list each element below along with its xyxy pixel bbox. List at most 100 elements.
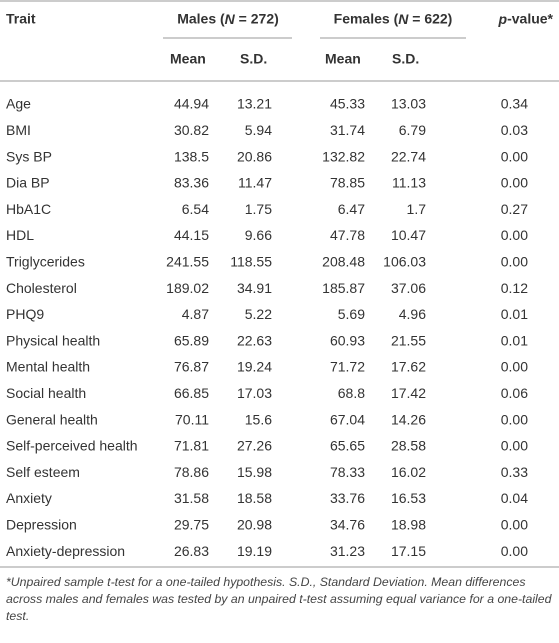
- cell: 0.00: [501, 517, 528, 533]
- subheader: Mean: [170, 51, 206, 67]
- cell: 19.24: [237, 359, 272, 375]
- row-label: HbA1C: [6, 201, 51, 217]
- cell: 6.47: [338, 201, 365, 217]
- cell: 0.00: [501, 359, 528, 375]
- cell: 241.55: [166, 254, 209, 270]
- row-label: Self esteem: [6, 464, 80, 480]
- row-label: Mental health: [6, 359, 90, 375]
- cell: 0.33: [501, 464, 528, 480]
- cell: 185.87: [322, 280, 365, 296]
- cell: 60.93: [330, 332, 365, 348]
- cell: 17.15: [391, 543, 426, 559]
- row-label: Social health: [6, 385, 86, 401]
- cell: 11.47: [238, 175, 272, 191]
- row-label: BMI: [6, 122, 31, 138]
- cell: 0.00: [501, 411, 528, 427]
- row-label: Sys BP: [6, 148, 52, 164]
- cell: 22.74: [391, 148, 426, 164]
- cell: 16.02: [391, 464, 426, 480]
- cell: 31.58: [174, 490, 209, 506]
- cell: 13.03: [391, 96, 426, 112]
- footnote: *Unpaired sample t-test for a one-tailed…: [6, 575, 552, 623]
- cell: 17.03: [237, 385, 272, 401]
- cell: 45.33: [330, 96, 365, 112]
- cell: 10.47: [391, 227, 426, 243]
- cell: 5.94: [245, 122, 272, 138]
- cell: 0.01: [501, 306, 528, 322]
- row-label: Cholesterol: [6, 280, 77, 296]
- row-label: Age: [6, 96, 31, 112]
- cell: 17.62: [391, 359, 426, 375]
- cell: 4.87: [182, 306, 209, 322]
- cell: 76.87: [174, 359, 209, 375]
- cell: 118.55: [230, 254, 272, 270]
- cell: 0.00: [501, 438, 528, 454]
- cell: 78.85: [330, 175, 365, 191]
- header-p-value: p-value*: [498, 11, 554, 27]
- cell: 0.01: [501, 332, 528, 348]
- cell: 71.81: [174, 438, 209, 454]
- cell: 34.91: [237, 280, 272, 296]
- cell: 138.5: [174, 148, 209, 164]
- cell: 37.06: [391, 280, 426, 296]
- table: Trait Males (N = 272) Females (N = 622) …: [0, 0, 559, 568]
- cell: 14.26: [391, 411, 426, 427]
- cell: 6.79: [399, 122, 426, 138]
- cell: 9.66: [245, 227, 272, 243]
- cell: 0.06: [501, 385, 528, 401]
- cell: 15.98: [237, 464, 272, 480]
- cell: 0.00: [501, 227, 528, 243]
- cell: 78.33: [330, 464, 365, 480]
- row-label: Triglycerides: [6, 254, 85, 270]
- cell: 30.82: [174, 122, 209, 138]
- row-label: Self-perceived health: [6, 438, 138, 454]
- cell: 83.36: [174, 175, 209, 191]
- cell: 34.76: [330, 517, 365, 533]
- subheader: Mean: [325, 51, 361, 67]
- cell: 0.27: [501, 201, 528, 217]
- cell: 47.78: [330, 227, 365, 243]
- cell: 0.04: [501, 490, 528, 506]
- row-label: General health: [6, 411, 98, 427]
- cell: 0.00: [501, 254, 528, 270]
- row-label: HDL: [6, 227, 34, 243]
- cell: 33.76: [330, 490, 365, 506]
- header-trait: Trait: [6, 11, 36, 27]
- cell: 65.89: [174, 332, 209, 348]
- subheader: S.D.: [240, 51, 267, 67]
- cell: 16.53: [391, 490, 426, 506]
- cell: 4.96: [399, 306, 426, 322]
- row-label: Anxiety-depression: [6, 543, 125, 559]
- cell: 65.65: [330, 438, 365, 454]
- cell: 29.75: [174, 517, 209, 533]
- cell: 18.98: [391, 517, 426, 533]
- cell: 0.00: [501, 175, 528, 191]
- row-label: Anxiety: [6, 490, 52, 506]
- row-label: Dia BP: [6, 175, 50, 191]
- row-label: Depression: [6, 517, 77, 533]
- cell: 44.15: [174, 227, 209, 243]
- cell: 19.19: [237, 543, 272, 559]
- cell: 0.00: [501, 543, 528, 559]
- row-label: PHQ9: [6, 306, 44, 322]
- cell: 5.69: [338, 306, 365, 322]
- cell: 132.82: [322, 148, 365, 164]
- cell: 31.74: [330, 122, 365, 138]
- cell: 44.94: [174, 96, 209, 112]
- cell: 20.98: [237, 517, 272, 533]
- cell: 28.58: [391, 438, 426, 454]
- cell: 66.85: [174, 385, 209, 401]
- cell: 31.23: [330, 543, 365, 559]
- cell: 0.03: [501, 122, 528, 138]
- cell: 17.42: [391, 385, 426, 401]
- cell: 106.03: [383, 254, 426, 270]
- cell: 0.12: [501, 280, 528, 296]
- cell: 18.58: [237, 490, 272, 506]
- cell: 71.72: [330, 359, 365, 375]
- cell: 27.26: [237, 438, 272, 454]
- cell: 0.00: [501, 148, 528, 164]
- cell: 21.55: [391, 332, 426, 348]
- group-header: Males (N = 272): [177, 11, 279, 27]
- cell: 208.48: [322, 254, 365, 270]
